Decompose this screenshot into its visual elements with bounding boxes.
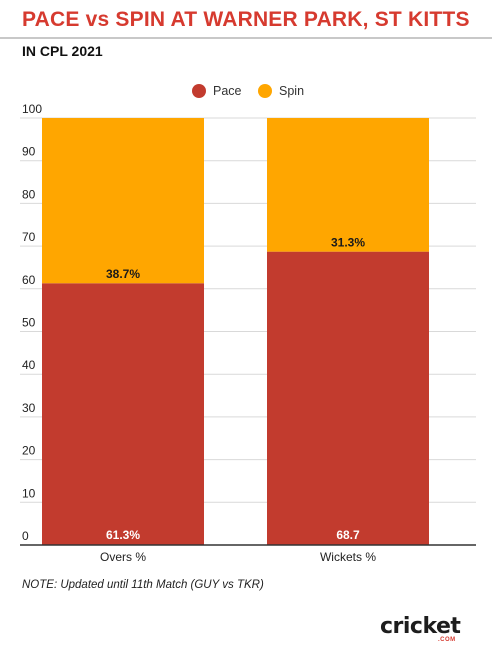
legend-item-pace: Pace: [192, 84, 242, 98]
y-tick-label: 20: [22, 444, 36, 458]
legend-swatch-pace: [192, 84, 206, 98]
y-tick-label: 30: [22, 401, 36, 415]
chart-title: PACE vs SPIN AT WARNER PARK, ST KITTS: [22, 8, 470, 31]
chart-subtitle: IN CPL 2021: [22, 43, 103, 59]
legend-item-spin: Spin: [258, 84, 304, 98]
x-tick-label: Overs %: [100, 550, 146, 564]
legend-swatch-spin: [258, 84, 272, 98]
bar-pace: [267, 251, 429, 545]
bar-spin: [267, 118, 429, 252]
y-tick-label: 50: [22, 316, 36, 330]
y-tick-label: 60: [22, 273, 36, 287]
x-tick-label: Wickets %: [320, 550, 376, 564]
title-divider: [0, 37, 492, 39]
y-tick-label: 0: [22, 529, 29, 543]
legend-label-pace: Pace: [213, 84, 242, 98]
stacked-bar-chart: 0 10 20 30 40 50 60 70 80 90 100 61.3% 38.7% Overs % 6…: [20, 102, 476, 564]
footnote: NOTE: Updated until 11th Match (GUY vs T…: [22, 579, 264, 591]
y-tick-label: 40: [22, 358, 36, 372]
bar-spin: [42, 118, 204, 284]
cricket-com-logo: cricket .COM: [380, 614, 476, 648]
data-label-spin: 31.3%: [331, 236, 365, 250]
logo-domain: .COM: [438, 637, 456, 643]
y-tick-label: 70: [22, 230, 36, 244]
y-tick-label: 10: [22, 486, 36, 500]
logo-wordmark: cricket: [380, 614, 461, 639]
data-label-spin: 38.7%: [106, 267, 140, 281]
y-tick-label: 90: [22, 145, 36, 159]
bar-pace: [42, 283, 204, 545]
data-label-pace: 61.3%: [106, 528, 140, 542]
legend-label-spin: Spin: [279, 84, 305, 98]
y-tick-label: 80: [22, 187, 36, 201]
data-label-pace: 68.7: [336, 528, 360, 542]
y-tick-label: 100: [22, 102, 42, 116]
